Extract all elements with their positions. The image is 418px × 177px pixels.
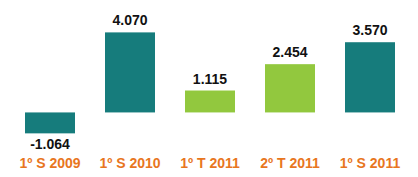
data-label: -1.064	[30, 136, 70, 152]
x-tick-label: 1º T 2011	[180, 155, 240, 171]
x-tick-label: 1º S 2009	[19, 155, 80, 171]
x-tick-label: 2º T 2011	[260, 155, 320, 171]
data-label: 3.570	[352, 22, 387, 38]
x-tick-label: 1º S 2010	[99, 155, 160, 171]
data-label: 2.454	[272, 44, 307, 60]
data-label: 4.070	[112, 12, 147, 28]
chart-svg: -1.064 1º S 2009 4.070 1º S 2010 1.115 1º T 2…	[0, 0, 418, 177]
data-label: 1.115	[193, 71, 227, 87]
bars	[25, 32, 395, 133]
bar	[185, 91, 235, 113]
bar	[25, 112, 75, 133]
bar	[265, 64, 315, 112]
chart-container: -1.064 1º S 2009 4.070 1º S 2010 1.115 1º T 2…	[0, 0, 418, 177]
x-tick-label: 1º S 2011	[340, 155, 401, 171]
bar	[345, 42, 395, 112]
bar	[105, 32, 155, 112]
labels: -1.064 1º S 2009 4.070 1º S 2010 1.115 1º T 2…	[19, 12, 400, 171]
